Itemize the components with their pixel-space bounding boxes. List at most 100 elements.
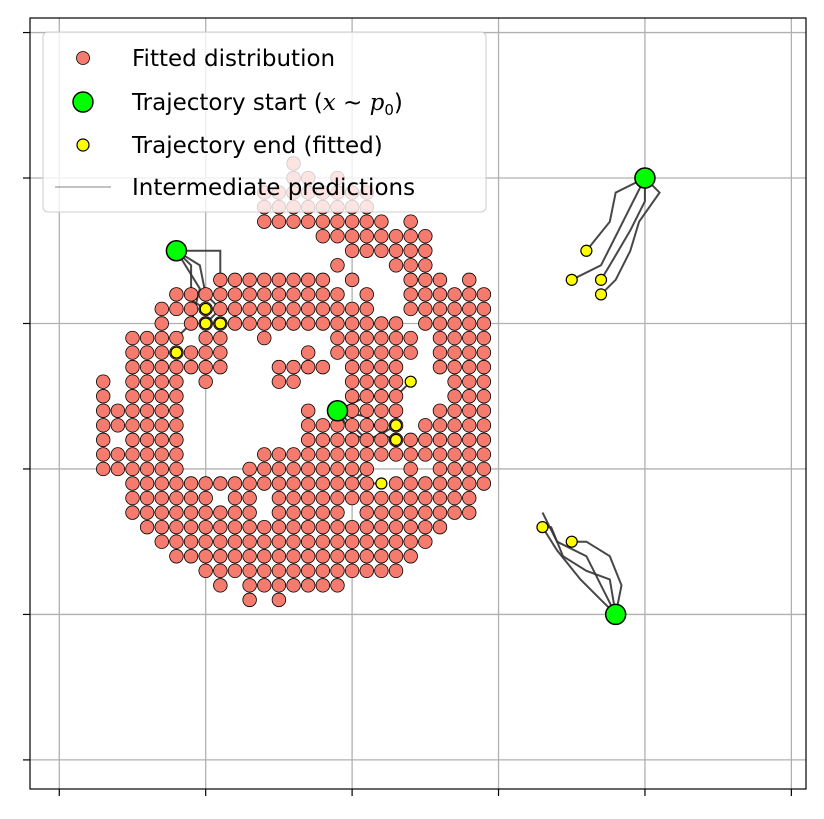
fitted-point [257, 447, 272, 462]
fitted-point [418, 490, 433, 506]
fitted-point [300, 432, 316, 448]
fitted-point [242, 592, 257, 608]
fitted-point [154, 534, 169, 549]
fitted-point [169, 432, 184, 448]
fitted-point [315, 563, 331, 578]
fitted-point [462, 476, 477, 491]
fitted-point [125, 447, 140, 462]
fitted-point [344, 534, 360, 549]
fitted-point [374, 505, 389, 520]
fitted-point [462, 403, 477, 418]
trajectory-end-point [594, 288, 608, 301]
fitted-point [271, 476, 287, 491]
trajectory-path [541, 526, 617, 616]
fitted-point [330, 316, 345, 331]
fitted-point [315, 578, 331, 593]
fitted-point [139, 490, 155, 506]
fitted-point [374, 243, 389, 258]
fitted-point [388, 490, 404, 506]
fitted-point [300, 578, 316, 593]
fitted-point [300, 345, 316, 360]
fitted-point [403, 229, 418, 244]
fitted-point [183, 359, 199, 375]
fitted-point [227, 490, 243, 506]
fitted-point [286, 272, 301, 288]
fitted-point [344, 447, 360, 462]
fitted-point [359, 374, 374, 389]
fitted-point [418, 243, 433, 258]
fitted-point [344, 330, 360, 346]
fitted-point [257, 272, 272, 288]
fitted-point [447, 287, 462, 302]
fitted-point [418, 519, 433, 535]
fitted-point [286, 505, 301, 520]
fitted-point [462, 490, 477, 506]
fitted-point [139, 505, 155, 520]
legend-start-p: p [370, 90, 385, 116]
fitted-point [359, 461, 374, 477]
fitted-point [359, 549, 374, 564]
fitted-point [198, 534, 213, 549]
trajectory-path [571, 177, 646, 281]
fitted-point [344, 563, 360, 578]
fitted-point [388, 476, 404, 491]
fitted-point [169, 359, 184, 375]
fitted-point [154, 330, 169, 346]
fitted-point [213, 476, 228, 491]
fitted-point [139, 389, 155, 404]
fitted-point [257, 316, 272, 331]
fitted-point [374, 534, 389, 549]
legend-start-x: x [323, 90, 336, 116]
fitted-point [359, 359, 374, 375]
fitted-point [198, 359, 213, 375]
fitted-point [300, 359, 316, 375]
fitted-point [374, 214, 389, 229]
fitted-point [403, 447, 418, 462]
trajectory-end-point [170, 346, 183, 359]
fitted-point [286, 447, 301, 462]
fitted-point [154, 316, 169, 331]
fitted-point [388, 345, 404, 360]
fitted-point [242, 505, 257, 520]
trajectory-end-point [594, 273, 608, 286]
fitted-point [374, 330, 389, 346]
fitted-point [125, 345, 140, 360]
fitted-point [462, 374, 477, 389]
trajectory-path [571, 540, 623, 615]
fitted-point [403, 519, 418, 535]
fitted-point [286, 563, 301, 578]
fitted-point [286, 359, 301, 375]
fitted-point [462, 359, 477, 375]
legend-fitted-label: Fitted distribution [132, 46, 335, 72]
fitted-point [183, 534, 199, 549]
fitted-point [359, 316, 374, 331]
trajectory-end-point [536, 521, 549, 534]
trajectory-start-point [634, 167, 656, 189]
fitted-point [374, 519, 389, 535]
trajectory-path [600, 178, 646, 281]
fitted-point [125, 476, 140, 491]
fitted-point [388, 229, 404, 244]
fitted-point [388, 316, 404, 331]
fitted-point [330, 549, 345, 564]
fitted-point [125, 374, 140, 389]
fitted-point [432, 316, 448, 331]
fitted-point [374, 418, 389, 433]
fitted-point [96, 374, 111, 389]
fitted-point [447, 476, 462, 491]
fitted-point [286, 549, 301, 564]
fitted-point [198, 519, 213, 535]
fitted-point [271, 461, 287, 477]
fitted-point [286, 476, 301, 491]
fitted-point [330, 476, 345, 491]
fitted-point [403, 432, 418, 448]
fitted-point [198, 476, 213, 491]
fitted-point [96, 418, 111, 433]
fitted-point [198, 563, 213, 578]
fitted-point [315, 447, 331, 462]
fitted-point [154, 432, 169, 448]
fitted-point [447, 345, 462, 360]
fitted-point [257, 287, 272, 302]
legend-end-label: Trajectory end (fitted) [131, 133, 383, 159]
fitted-point [315, 432, 331, 448]
